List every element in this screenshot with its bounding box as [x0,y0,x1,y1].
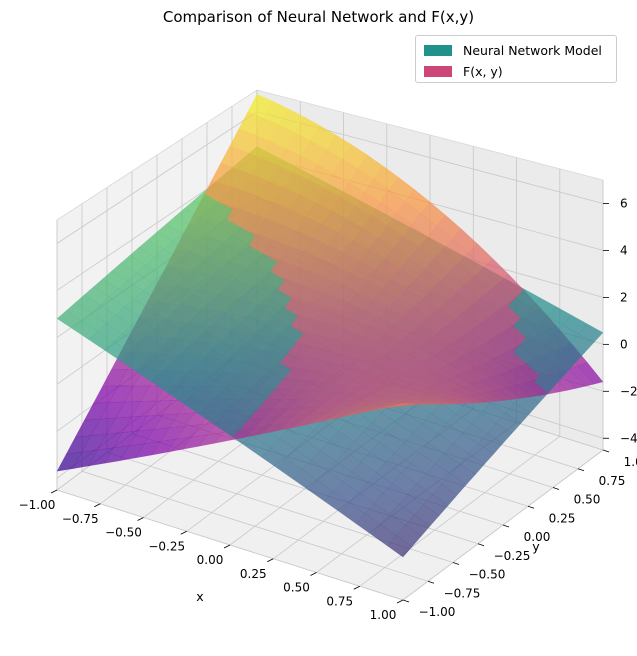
x-tick-label: 0.50 [283,581,310,595]
x-tick-label: −0.75 [62,512,99,526]
grid-line-y [81,203,429,582]
x-tick-mark [180,530,187,535]
x-tick-mark [223,544,231,549]
fxy-surface-patch [396,403,422,407]
fxy-surface-patch [523,380,549,396]
legend-item-fxy: F(x, y) [424,62,503,80]
z-tick-label: −2 [620,384,637,398]
y-tick-mark [527,505,535,509]
legend-swatch-fxy [424,65,452,77]
y-tick-label: −1.00 [419,605,456,619]
surfaces [56,94,604,558]
x-tick-label: 1.00 [370,608,397,622]
fxy-surface-patch [387,403,413,408]
z-tick-label: 6 [620,196,628,210]
fxy-surface-patch [468,393,495,403]
y-tick-label: −0.50 [469,568,506,582]
x-tick-mark [137,517,144,521]
axis-labels: x y [196,539,540,604]
nn-surface-patch [450,463,477,485]
y-axis-label: y [532,539,540,554]
chart-title: Comparison of Neural Network and F(x,y) [162,8,475,26]
fxy-surface-patch [514,382,540,398]
y-tick-mark [477,543,485,547]
y-tick-label: −0.25 [494,549,531,563]
x-axis-label: x [196,589,203,604]
x-tick-mark [94,503,101,508]
nn-surface-patch [568,333,595,353]
legend-label-fxy: F(x, y) [463,63,503,79]
y-tick-label: 0.00 [524,530,551,544]
x-tick-label: 0.00 [197,553,224,567]
legend-item-neural-network: Neural Network Model [424,41,602,59]
y-tick-label: 0.25 [549,511,576,525]
legend-label-neural-network: Neural Network Model [463,42,602,58]
y-tick-label: 0.75 [599,474,626,488]
legend-swatch-neural-network [424,44,452,56]
y-tick-label: 0.50 [574,493,601,507]
tick-marks: −1.00 −0.75 −0.50 −0.25 0.00 0.25 0.50 0.75 1.00… [19,196,637,622]
z-tick-label: 2 [620,290,628,304]
x-tick-mark [396,599,404,604]
y-tick-mark [502,524,510,528]
legend: Neural Network Model F(x, y) [415,35,617,83]
x-tick-mark [310,572,317,576]
y-tick-mark [602,449,610,453]
x-tick-label: 0.75 [326,594,353,608]
x-tick-mark [267,558,274,563]
y-tick-mark [577,468,585,472]
x-tick-label: −0.25 [148,539,185,553]
x-tick-label: −0.50 [105,526,142,540]
nn-surface-patch [387,535,413,558]
y-tick-mark [427,580,435,584]
z-tick-label: 4 [620,243,628,257]
x-tick-label: −1.00 [19,498,56,512]
x-tick-mark [50,489,58,494]
nn-surface-patch [405,514,431,537]
nn-surface-patch [432,483,458,506]
nn-surface-patch [423,494,449,516]
y-tick-mark [452,562,460,565]
nn-surface-patch [577,323,604,343]
x-tick-mark [353,585,360,590]
z-tick-label: 0 [620,337,628,351]
y-tick-mark [402,599,410,603]
y-tick-label: 1.00 [624,455,637,469]
x-tick-label: 0.25 [240,567,267,581]
z-tick-label: −4 [620,431,637,445]
y-tick-label: −0.75 [444,586,481,600]
y-tick-mark [552,487,560,490]
